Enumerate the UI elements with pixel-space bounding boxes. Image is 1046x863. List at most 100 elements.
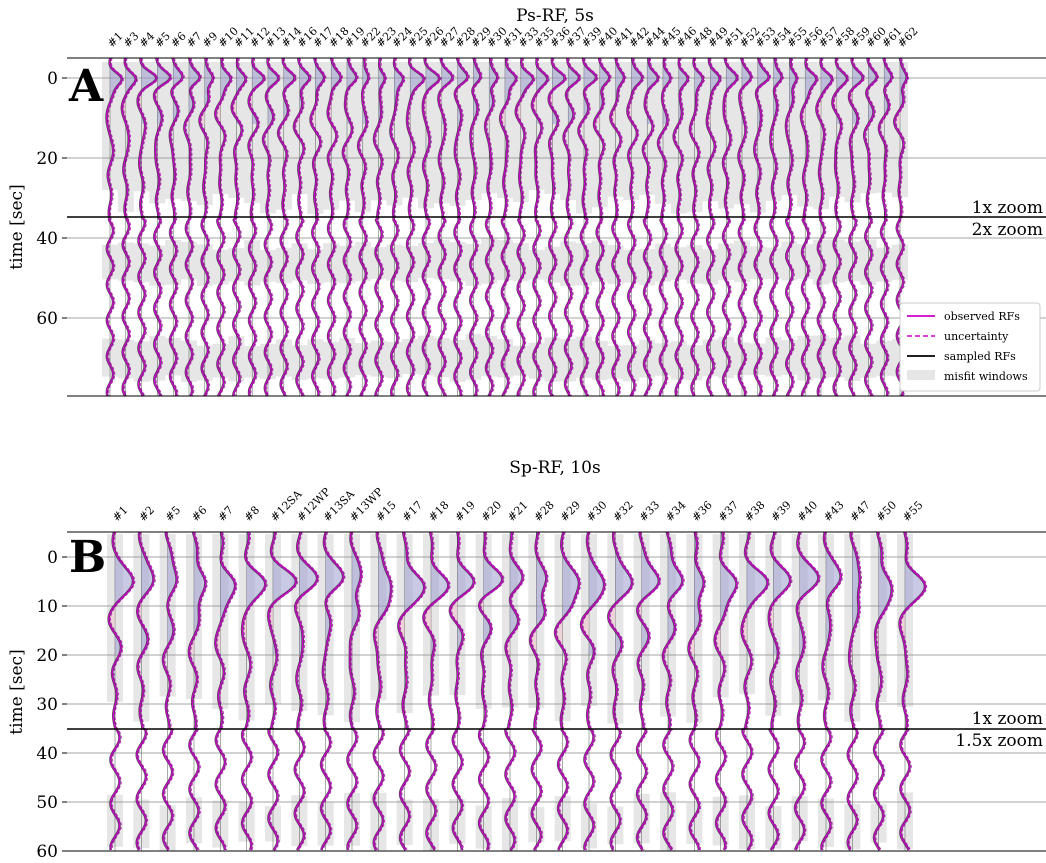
- observed-rf: [214, 58, 232, 397]
- uncertainty: [531, 531, 549, 851]
- uncertainty: [850, 58, 866, 397]
- observed-rf: [214, 531, 236, 851]
- observed-rf: [847, 531, 861, 851]
- uncertainty: [880, 57, 894, 397]
- uncertainty: [295, 57, 312, 397]
- observed-rf: [769, 57, 783, 397]
- uncertainty: [123, 57, 139, 397]
- station-label: #29: [558, 499, 584, 525]
- uncertainty: [269, 531, 299, 851]
- panel-b: Sp-RF, 10s #1 #2 #5 #6 #7 #8 #12SA#12WP#13SA#1…: [7, 458, 1046, 862]
- observed-rf: [169, 57, 184, 397]
- observed-rf: [373, 532, 392, 851]
- uncertainty: [865, 57, 879, 397]
- uncertainty: [609, 531, 635, 851]
- uncertainty: [171, 57, 185, 397]
- y-tick-label: 30: [36, 695, 58, 715]
- panel-a-zoom-upper-label: 1x zoom: [972, 198, 1043, 218]
- uncertainty: [771, 57, 784, 397]
- uncertainty: [233, 57, 248, 397]
- observed-rf: [753, 57, 770, 397]
- positive-fill: [394, 58, 404, 124]
- uncertainty: [822, 531, 843, 851]
- uncertainty: [216, 58, 233, 397]
- observed-rf: [740, 531, 769, 851]
- legend-observed-label: observed RFs: [944, 310, 1020, 323]
- uncertainty: [833, 57, 850, 397]
- station-label: #55: [900, 499, 926, 525]
- panel-b-station-labels: #1 #2 #5 #6 #7 #8 #12SA#12WP#13SA#13WP#15 #17 #1…: [110, 485, 926, 524]
- observed-rf: [320, 531, 344, 851]
- observed-rf: [893, 57, 908, 397]
- observed-rf: [293, 57, 311, 397]
- station-label: #7: [215, 503, 236, 524]
- uncertainty: [243, 531, 268, 851]
- observed-rf: [342, 57, 358, 397]
- uncertainty: [216, 531, 238, 851]
- uncertainty: [506, 532, 525, 851]
- uncertainty: [742, 531, 770, 851]
- observed-rf: [231, 57, 247, 397]
- station-label: #50: [874, 499, 900, 525]
- uncertainty: [611, 57, 627, 397]
- legend-windows-label: misfit windows: [944, 370, 1028, 383]
- y-tick-label: 20: [36, 149, 58, 169]
- observed-rf: [577, 57, 597, 397]
- observed-rf: [267, 531, 297, 851]
- observed-rf: [529, 531, 548, 851]
- observed-rf: [162, 531, 178, 851]
- uncertainty: [716, 531, 739, 851]
- positive-fill: [189, 58, 200, 124]
- panel-b-title: Sp-RF, 10s: [509, 458, 600, 478]
- observed-rf: [198, 57, 214, 397]
- station-label: #30: [584, 499, 610, 525]
- uncertainty: [595, 57, 612, 397]
- uncertainty: [108, 57, 124, 397]
- observed-rf: [794, 531, 820, 851]
- negative-fill: [594, 58, 600, 124]
- y-tick-label: 50: [36, 793, 58, 813]
- uncertainty: [517, 57, 536, 397]
- station-label: #18: [426, 499, 452, 525]
- negative-fill: [899, 532, 905, 654]
- observed-rf: [373, 57, 386, 397]
- observed-rf: [469, 57, 482, 397]
- uncertainty: [770, 531, 793, 851]
- station-label: #39: [768, 499, 794, 525]
- station-label: #21: [505, 499, 531, 525]
- observed-rf: [484, 57, 499, 397]
- negative-fill: [398, 532, 405, 654]
- negative-fill: [137, 58, 142, 124]
- observed-rf: [515, 57, 534, 397]
- panel-a-ylabel: time [sec]: [7, 184, 27, 269]
- observed-rf: [389, 57, 404, 397]
- panel-b-zoom-upper-label: 1x zoom: [972, 709, 1043, 729]
- observed-rf: [548, 57, 566, 397]
- observed-rf: [593, 57, 611, 397]
- observed-rf: [262, 57, 280, 397]
- observed-rf: [422, 58, 440, 397]
- panel-a-title: Ps-RF, 5s: [516, 6, 594, 26]
- panel-a-traces: [105, 57, 910, 397]
- observed-rf: [504, 532, 524, 851]
- y-tick-label: 60: [36, 309, 58, 329]
- y-tick-label: 10: [36, 597, 58, 617]
- station-label: #37: [716, 499, 742, 525]
- panel-b-y-ticks: 0 10 20 30 40 50 60: [36, 548, 67, 862]
- observed-rf: [105, 57, 123, 397]
- uncertainty: [155, 57, 173, 397]
- observed-rf: [277, 57, 296, 397]
- uncertainty: [582, 531, 607, 851]
- observed-rf: [815, 57, 833, 397]
- observed-rf: [687, 531, 705, 851]
- observed-rf: [863, 57, 878, 397]
- observed-rf: [673, 57, 689, 397]
- positive-fill: [167, 532, 177, 654]
- observed-rf: [580, 531, 605, 851]
- positive-fill: [757, 58, 769, 124]
- uncertainty: [900, 531, 928, 851]
- y-tick-label: 60: [36, 842, 58, 862]
- positive-fill: [694, 532, 704, 654]
- uncertainty: [796, 531, 821, 851]
- uncertainty: [875, 531, 894, 851]
